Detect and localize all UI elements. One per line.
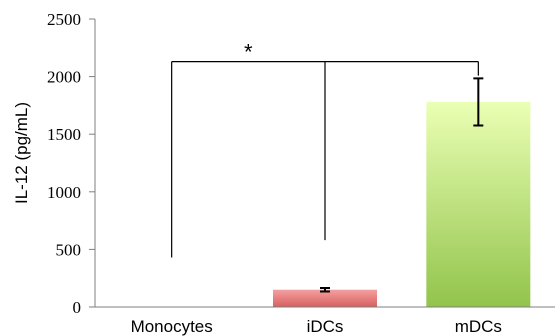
significance-label: * <box>244 40 253 65</box>
category-label: Monocytes <box>131 317 213 336</box>
y-axis-ticks: 0 500 1000 1500 2000 2500 <box>47 10 95 317</box>
x-axis-categories: Monocytes iDCs mDCs <box>131 317 502 336</box>
error-bar-idcs <box>320 286 330 293</box>
significance-bracket: * <box>171 40 479 258</box>
category-label: iDCs <box>307 317 344 336</box>
error-bars <box>320 77 484 293</box>
y-axis-title: IL-12 (pg/mL) <box>12 102 31 204</box>
bar-idcs <box>273 289 377 307</box>
y-tick-label: 2000 <box>47 68 81 87</box>
bar-mdcs <box>426 101 531 307</box>
y-tick-label: 1000 <box>47 183 81 202</box>
y-tick-label: 500 <box>56 240 82 259</box>
y-tick-label: 1500 <box>47 125 81 144</box>
error-bar-mdcs <box>473 77 484 127</box>
bars <box>273 101 531 307</box>
y-tick-label: 0 <box>73 298 82 317</box>
category-label: mDCs <box>455 317 502 336</box>
y-tick-label: 2500 <box>47 10 81 29</box>
